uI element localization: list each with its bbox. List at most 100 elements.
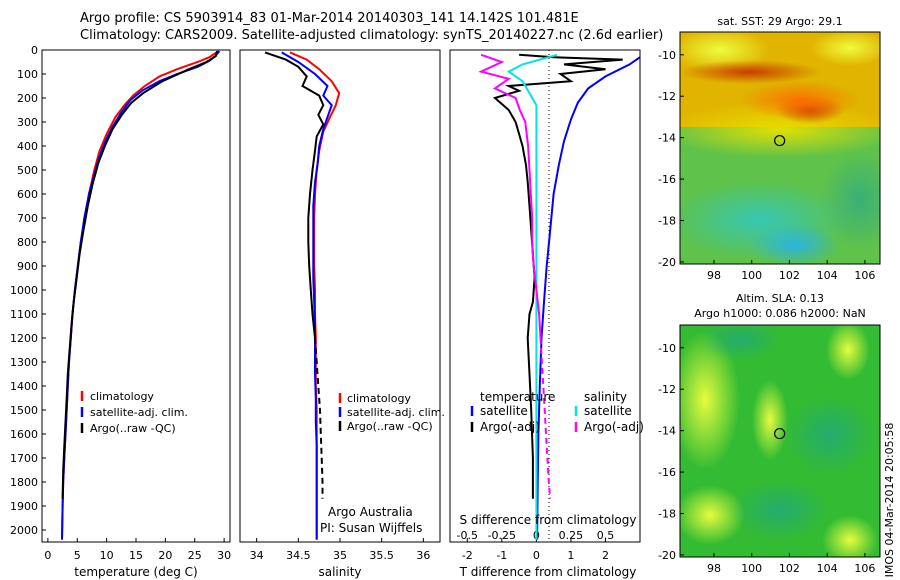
- salinity-tick-label: 34: [250, 549, 264, 562]
- sst-cold-patch: [750, 223, 840, 264]
- temperature-panel: 0100200300400500600700800900100011001200…: [10, 44, 454, 579]
- t-diff-tick-label: 0: [533, 549, 540, 562]
- temperature-axes-frame: [41, 49, 231, 543]
- depth-tick-label: 2000: [10, 524, 38, 537]
- temperature-tick-label: 5: [74, 549, 81, 562]
- s-diff-tick-label: -0.5: [457, 529, 478, 542]
- salinity-tick-labels: 34 34.5 35 35.5 36: [250, 538, 430, 562]
- sst-hot-band: [680, 60, 820, 84]
- lat-tick-label: -18: [658, 215, 676, 228]
- depth-tick-label: 1200: [10, 332, 38, 345]
- lat-tick-label: -16: [658, 466, 676, 479]
- salinity-panel: 34 34.5 35 35.5 36 salinity climatologysatel…: [239, 49, 445, 579]
- satellite-salinity-line: [281, 51, 333, 540]
- legend-label: Argo(..raw -QC): [347, 420, 433, 433]
- temperature-legend: climatology satellite-adj. clim. Argo(..ra…: [80, 390, 188, 435]
- lon-tick-label: 100: [741, 269, 762, 282]
- depth-tick-label: 700: [17, 212, 38, 225]
- argo-line: [61, 50, 219, 499]
- difference-series: [478, 53, 640, 540]
- lat-tick-label: -18: [658, 508, 676, 521]
- lat-tick-label: -12: [658, 383, 676, 396]
- legend-label: satellite: [480, 404, 528, 418]
- lat-tick-label: -20: [658, 256, 676, 269]
- s-diff-tick-label: 0.5: [597, 529, 615, 542]
- lat-tick-label: -10: [658, 49, 676, 62]
- depth-tick-label: 1500: [10, 404, 38, 417]
- legend-label: climatology: [90, 390, 154, 403]
- argo-position-marker-sla: [774, 427, 786, 440]
- sst-map-frame: [679, 31, 881, 265]
- temperature-tick-label: 15: [129, 549, 143, 562]
- temperature-tick-label: 30: [217, 549, 231, 562]
- temperature-tick-label: 0: [44, 549, 51, 562]
- lat-tick-label: -16: [658, 173, 676, 186]
- argo-salinity-line-qc: [314, 337, 324, 499]
- sla-map-ticks: 98 100 102 104 106 -10 -12 -14 -16 -18 -20: [658, 342, 875, 575]
- lat-tick-label: -10: [658, 342, 676, 355]
- title-line-2: Climatology: CARS2009. Satellite-adjuste…: [80, 28, 664, 43]
- lat-tick-label: -14: [658, 132, 676, 145]
- legend-label: Argo(-adj): [480, 420, 540, 434]
- t-diff-tick-label: -2: [462, 549, 473, 562]
- depth-tick-label: 1900: [10, 500, 38, 513]
- difference-legend: temperature salinity satellite Argo(-adj)…: [470, 390, 644, 434]
- depth-tick-labels: 0 100 200 300 400 500 600 700 800 900 1000 1100 1200…: [10, 44, 454, 537]
- sla-yellow-west: [680, 330, 740, 470]
- sla-field: [680, 325, 880, 557]
- lat-tick-label: -20: [658, 549, 676, 562]
- lon-tick-label: 104: [817, 269, 838, 282]
- temperature-tick-label: 10: [100, 549, 114, 562]
- depth-tick-label: 1000: [10, 284, 38, 297]
- salinity-tick-label: 34.5: [286, 549, 311, 562]
- lon-tick-label: 104: [817, 562, 838, 575]
- sla-map-panel: Altim. SLA: 0.13 Argo h1000: 0.086 h2000…: [658, 292, 881, 575]
- legend-label: satellite-adj. clim.: [347, 406, 445, 419]
- temperature-tick-labels: 0 5 10 15 20 25 30: [44, 538, 231, 562]
- sla-map-subtitle: Argo h1000: 0.086 h2000: NaN: [694, 307, 866, 320]
- argo-position-marker: [774, 134, 786, 147]
- salinity-axes-frame: [239, 49, 441, 543]
- depth-tick-label: 100: [17, 68, 38, 81]
- sst-yellow-ne: [810, 32, 880, 66]
- salinity-tick-label: 35.5: [369, 549, 394, 562]
- legend-label: Argo(..raw -QC): [90, 422, 176, 435]
- sst-map-ticks: 98 100 102 104 106 -10 -12 -14 -16 -18 -20: [658, 49, 875, 282]
- legend-label: satellite-adj. clim.: [90, 406, 188, 419]
- t-difference-tick-labels: -2 -1 0 1 2: [462, 538, 609, 562]
- salinity-tick-label: 36: [416, 549, 430, 562]
- s-diff-argo-line: [478, 53, 542, 339]
- depth-tick-label: 1400: [10, 380, 38, 393]
- credit-line-2: PI: Susan Wijffels: [320, 521, 422, 535]
- legend-label: satellite: [584, 404, 632, 418]
- depth-tick-label: 1800: [10, 476, 38, 489]
- s-difference-tick-labels: -0.5 -0.25 0 0.25 0.5: [457, 529, 615, 542]
- sla-yellow-center: [752, 380, 788, 460]
- temperature-series: [61, 50, 221, 540]
- legend-salinity-title: salinity: [584, 390, 627, 404]
- credit-line-1: Argo Australia: [328, 505, 413, 519]
- sla-yellow-sw: [680, 485, 745, 545]
- temperature-xlabel: temperature (deg C): [74, 565, 197, 579]
- t-diff-argo-line: [492, 53, 623, 499]
- depth-tick-label: 800: [17, 236, 38, 249]
- legend-temperature-title: temperature: [480, 390, 555, 404]
- depth-tick-label: 600: [17, 188, 38, 201]
- lon-tick-label: 100: [741, 562, 762, 575]
- sla-teal-east: [785, 395, 875, 475]
- t-diff-tick-label: 1: [567, 549, 574, 562]
- sla-map-frame: [679, 324, 881, 558]
- sla-yellow-ne: [826, 325, 870, 380]
- imos-watermark: IMOS 04-Mar-2014 20:05:58: [883, 423, 896, 578]
- salinity-xlabel: salinity: [318, 565, 361, 579]
- sla-map-title: Altim. SLA: 0.13: [736, 292, 824, 305]
- sst-field: [680, 32, 880, 264]
- t-diff-tick-label: -1: [496, 549, 507, 562]
- sst-map-title: sat. SST: 29 Argo: 29.1: [717, 15, 842, 28]
- lat-tick-label: -14: [658, 425, 676, 438]
- title-line-1: Argo profile: CS 5903914_83 01-Mar-2014 …: [80, 11, 579, 26]
- lon-tick-label: 102: [779, 269, 800, 282]
- s-difference-label: S difference from climatology: [460, 513, 637, 527]
- lon-tick-label: 106: [854, 269, 875, 282]
